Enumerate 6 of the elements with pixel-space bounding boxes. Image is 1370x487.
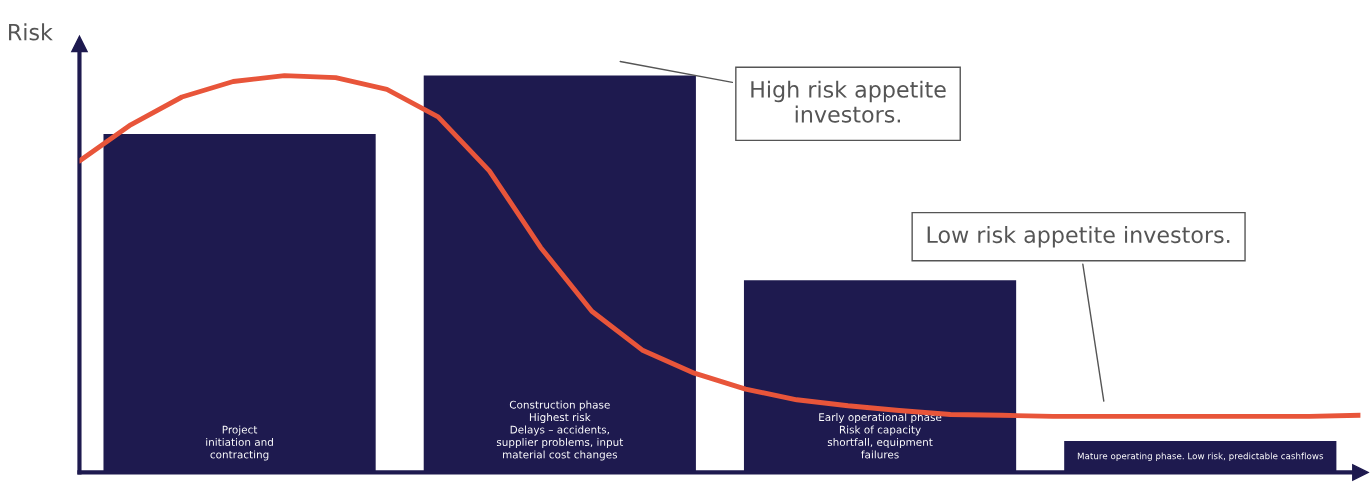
category-label: Project initiation and contracting	[206, 425, 273, 461]
annotation: Low risk appetite investors.	[927, 225, 1230, 248]
category-label: Construction phase Highest risk Delays – accidents, supplier problems, input material cost changes	[496, 400, 624, 461]
category-label: Mature operating phase. Low risk, predictable cashflows	[1077, 452, 1324, 461]
y-axis-title: Risk	[9, 23, 53, 41]
annotation: High risk appetite investors.	[751, 80, 946, 123]
